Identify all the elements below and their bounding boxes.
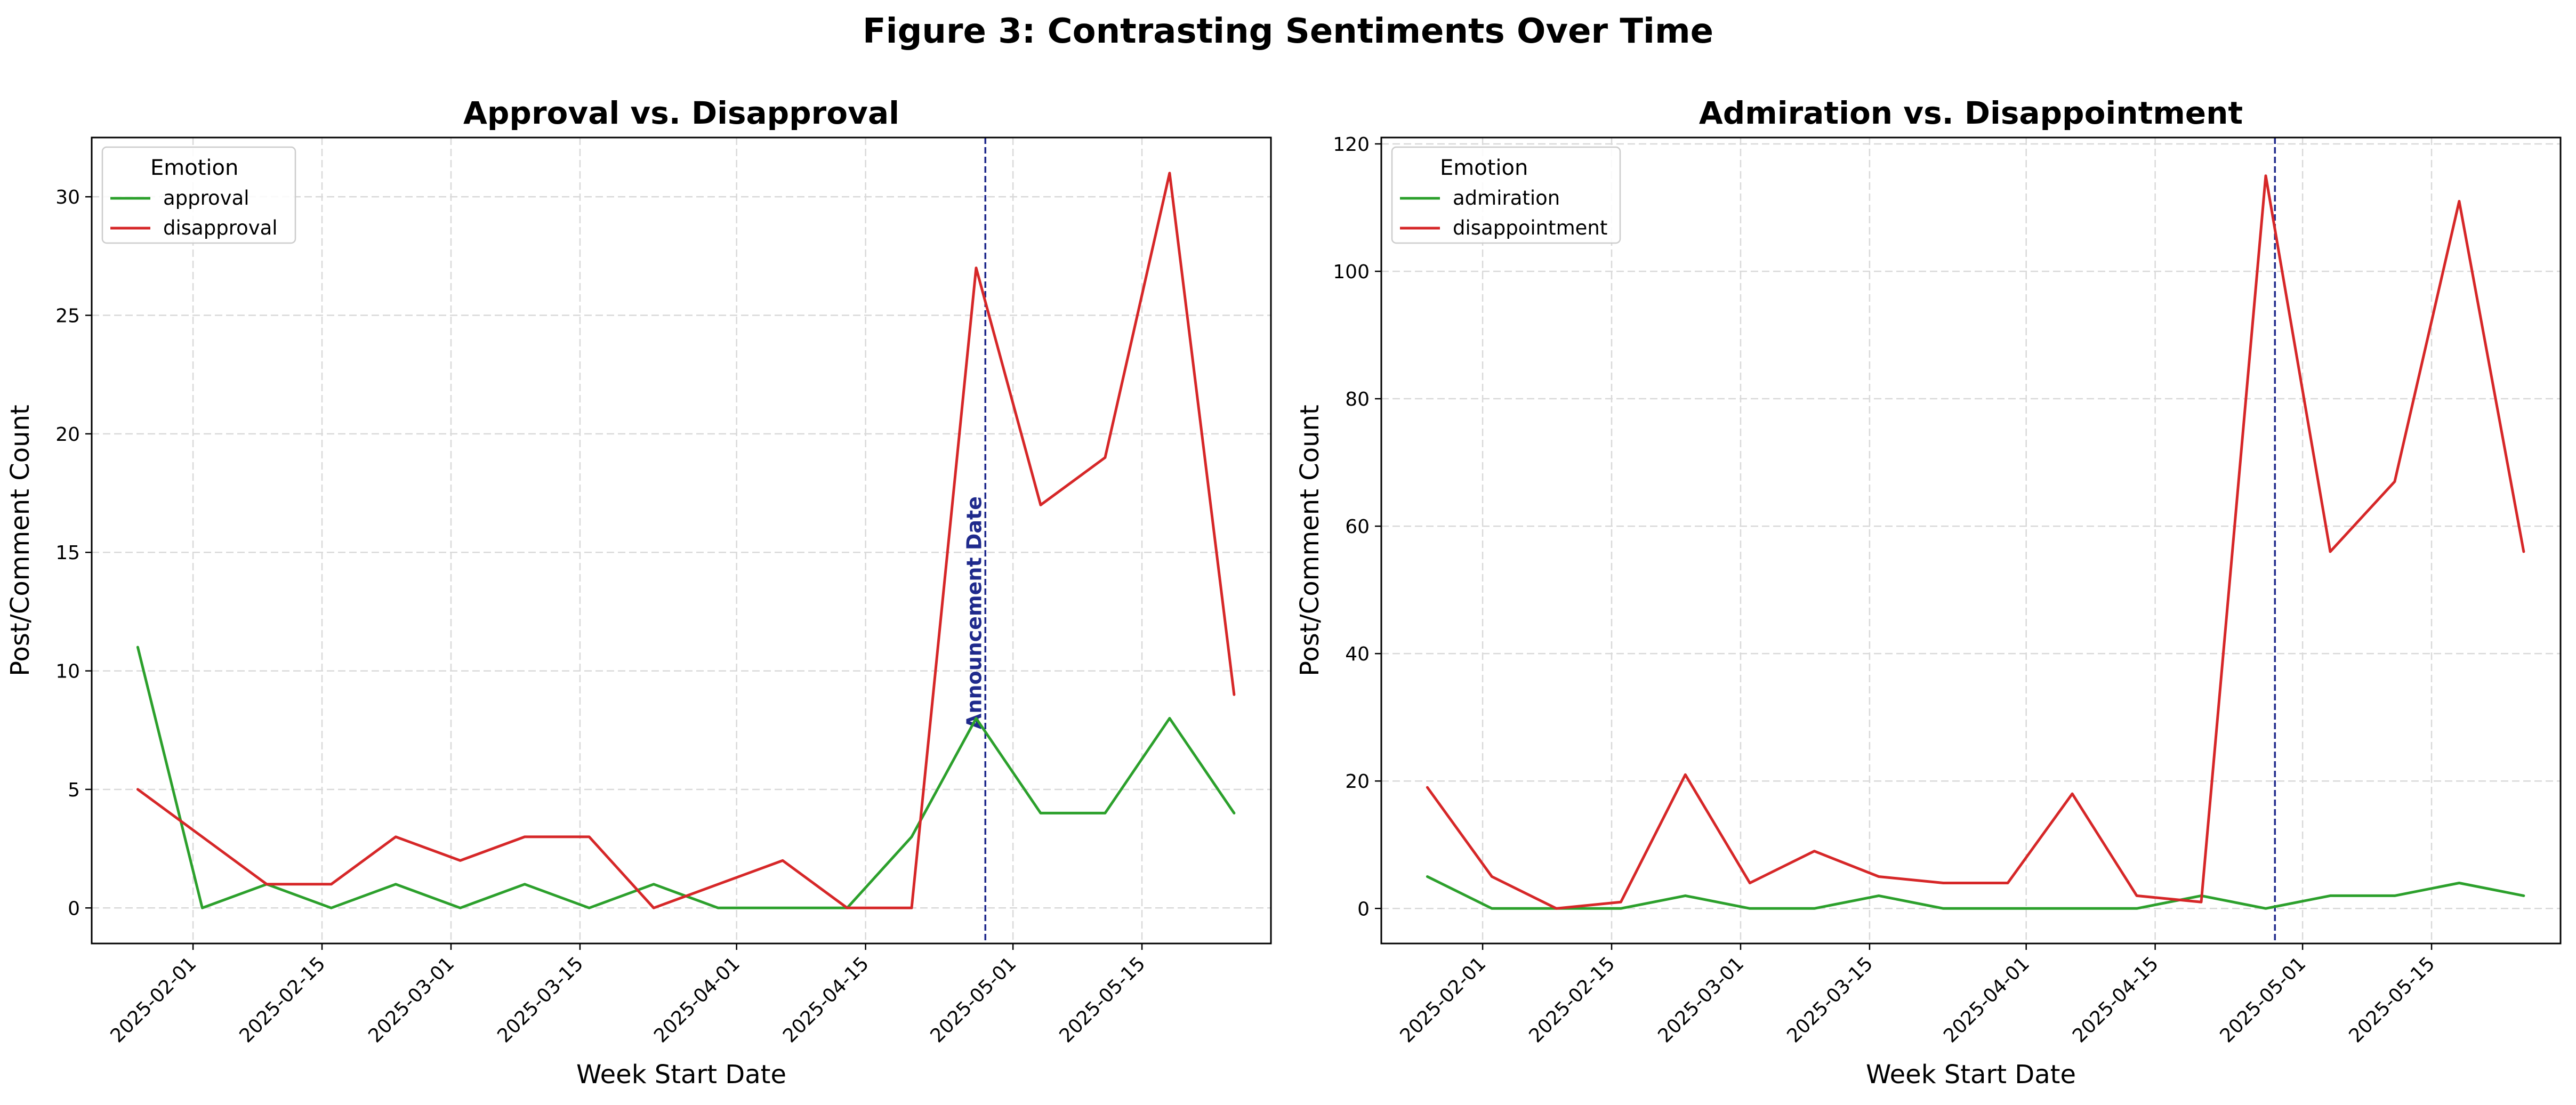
figure-title: Figure 3: Contrasting Sentiments Over Ti… — [862, 12, 1714, 51]
chart-panel-admiration-disappointment: 0 20 40 60 80 100 120 2025-02-01 2025-02-15 2025-… — [1295, 95, 2562, 1090]
legend-label-disapproval: disapproval — [163, 216, 278, 239]
y-axis-label: Post/Comment Count — [5, 405, 35, 676]
x-tick-label: 2025-03-01 — [1654, 953, 1748, 1047]
x-tick-label: 2025-03-15 — [493, 953, 587, 1047]
x-tick-label: 2025-04-01 — [650, 953, 744, 1047]
x-tick-label: 2025-05-01 — [2216, 953, 2311, 1047]
y-tick-label: 10 — [55, 661, 80, 683]
chart-title: Approval vs. Disapproval — [463, 95, 899, 131]
x-axis-label: Week Start Date — [576, 1060, 786, 1090]
y-tick-label: 100 — [1333, 261, 1370, 283]
x-tick-label: 2025-02-01 — [107, 953, 201, 1047]
y-tick-label: 15 — [55, 542, 80, 564]
legend-label-approval: approval — [163, 187, 249, 209]
x-tick-label: 2025-04-15 — [779, 953, 873, 1047]
x-tick-label: 2025-05-15 — [2345, 953, 2439, 1047]
x-tick-label: 2025-03-15 — [1783, 953, 1877, 1047]
y-tick-label: 20 — [55, 424, 80, 446]
y-axis-label: Post/Comment Count — [1295, 405, 1325, 676]
x-tick-label: 2025-04-15 — [2068, 953, 2163, 1047]
y-tick-label: 30 — [55, 187, 80, 208]
y-tick-label: 0 — [68, 898, 80, 920]
legend-label-disappointment: disappointment — [1453, 216, 1607, 239]
plot-frame — [91, 136, 1272, 945]
plot-frame — [1380, 136, 2562, 945]
series-line-approval — [136, 646, 1236, 909]
x-tick-label: 2025-02-15 — [1525, 953, 1619, 1047]
y-tick-label: 40 — [1345, 643, 1370, 665]
x-tick-label: 2025-04-01 — [1939, 953, 2034, 1047]
series-line-disapproval — [136, 172, 1236, 909]
legend-label-admiration: admiration — [1453, 187, 1560, 209]
announcement-label: Announcement Date — [962, 496, 986, 729]
x-tick-label: 2025-03-01 — [364, 953, 458, 1047]
series-line-admiration — [1426, 875, 2525, 910]
y-tick-label: 5 — [68, 779, 80, 801]
series-line-disappointment — [1426, 174, 2525, 910]
legend-box — [1391, 146, 1621, 244]
legend-title: Emotion — [150, 156, 238, 180]
x-tick-label: 2025-02-15 — [235, 953, 329, 1047]
legend-box — [101, 146, 296, 244]
y-tick-label: 25 — [55, 305, 80, 327]
y-tick-label: 20 — [1345, 771, 1370, 793]
y-tick-label: 0 — [1357, 898, 1370, 920]
chart-panel-approval-disapproval: 0 5 10 15 20 25 30 2025-02-01 2025-02-15 2025-03-… — [5, 95, 1272, 1090]
y-tick-label: 120 — [1333, 134, 1370, 156]
chart-title: Admiration vs. Disappointment — [1699, 95, 2243, 131]
legend-title: Emotion — [1440, 156, 1528, 180]
x-axis-label: Week Start Date — [1866, 1060, 2076, 1090]
y-tick-label: 60 — [1345, 516, 1370, 538]
y-tick-label: 80 — [1345, 389, 1370, 410]
x-tick-label: 2025-05-15 — [1055, 953, 1149, 1047]
x-tick-label: 2025-02-01 — [1396, 953, 1491, 1047]
x-tick-label: 2025-05-01 — [927, 953, 1021, 1047]
